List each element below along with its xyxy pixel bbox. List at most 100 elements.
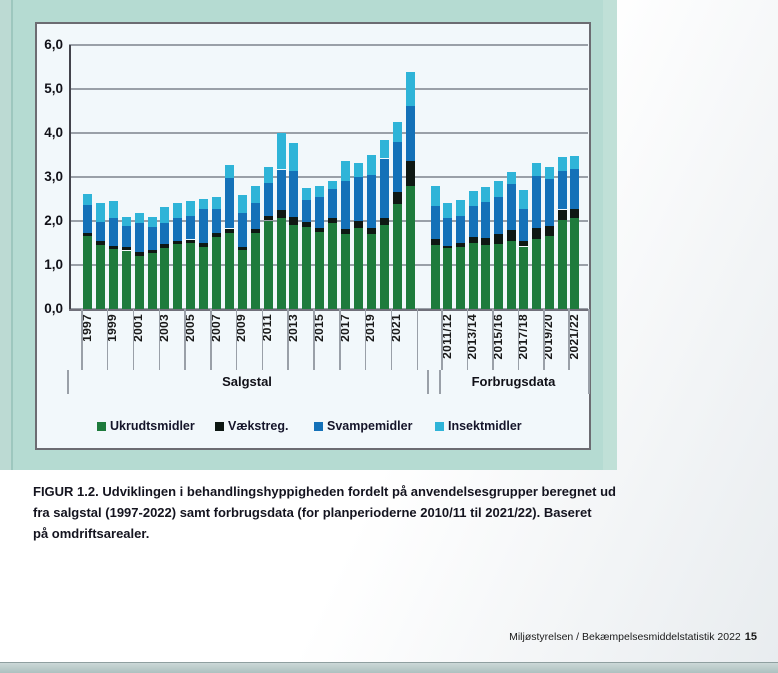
bar-segment-insektmidler [455,200,465,217]
gridline [69,132,588,134]
caption-figure-number: FIGUR 1.2. [33,484,99,499]
bar-segment-insektmidler [250,185,260,203]
bar-segment-ukrudtsmidler [379,225,389,309]
bar-segment-svampemidler [392,142,402,193]
bar-segment-insektmidler [160,207,170,224]
bar-segment-insektmidler [263,166,273,184]
bar-segment-vkstreg [302,221,312,227]
bar-segment-vkstreg [224,228,234,234]
bar-segment-ukrudtsmidler [328,223,338,309]
bar-segment-vkstreg [289,216,299,225]
bar-segment-svampemidler [557,170,567,210]
category-separator-line [517,309,520,370]
bar-segment-svampemidler [341,180,350,229]
category-separator-line [466,309,469,370]
y-axis-tick-label: 6,0 [44,37,63,52]
bar-segment-insektmidler [506,171,516,184]
bar-segment-insektmidler [532,162,542,177]
bar-segment-svampemidler [263,183,273,216]
footer-text: Miljøstyrelsen / Bekæmpelsesmiddelstatis… [509,631,741,643]
bar-segment-insektmidler [481,186,491,202]
legend-swatch-vaekstreg [215,422,224,431]
category-separator-line [313,309,315,370]
page-bottom-strip [0,662,778,673]
bar-segment-vkstreg [147,249,157,253]
bar-segment-svampemidler [379,158,389,218]
page-number: 15 [744,631,757,643]
category-separator-line [416,309,418,370]
category-separator-line [106,309,109,370]
bar-segment-ukrudtsmidler [121,250,131,309]
bar-segment-insektmidler [570,156,580,169]
legend-label-insektmidler: Insektmidler [448,419,522,433]
category-separator-line [210,309,212,370]
bar-segment-svampemidler [224,177,234,229]
bar-segment-svampemidler [173,218,183,242]
bar-segment-ukrudtsmidler [519,246,529,309]
category-separator-line [184,309,186,370]
bar-segment-insektmidler [108,200,118,219]
bar-segment-insektmidler [289,142,299,172]
bar-segment-ukrudtsmidler [276,218,286,309]
bar-segment-ukrudtsmidler [443,248,453,309]
bar-segment-insektmidler [302,188,312,200]
bar-segment-ukrudtsmidler [455,247,465,309]
bar-segment-ukrudtsmidler [250,233,260,309]
bar-segment-ukrudtsmidler [147,252,157,309]
bar-segment-vkstreg [134,251,144,257]
bar-segment-vkstreg [315,227,325,232]
bar-segment-insektmidler [557,156,567,171]
bar-segment-ukrudtsmidler [212,236,221,309]
bar-segment-svampemidler [212,209,221,234]
bar-segment-ukrudtsmidler [173,243,183,309]
bar-segment-vkstreg [557,209,567,220]
bar-segment-insektmidler [121,217,131,226]
category-separator-line [81,309,83,370]
bar-segment-ukrudtsmidler [186,242,196,309]
legend-label-ukrudtsmidler: Ukrudtsmidler [110,419,195,433]
bar-segment-ukrudtsmidler [108,249,118,309]
bar-segment-insektmidler [147,216,157,227]
bar-segment-ukrudtsmidler [532,238,542,309]
category-separator-line [158,309,160,370]
bar-segment-insektmidler [494,180,503,197]
bar-segment-svampemidler [455,216,465,244]
bar-segment-ukrudtsmidler [134,256,144,309]
bar-segment-ukrudtsmidler [405,185,415,309]
bar-segment-svampemidler [95,222,105,241]
bar-segment-vkstreg [430,238,440,246]
bar-segment-insektmidler [519,190,529,210]
bar-segment-vkstreg [443,245,453,249]
bar-segment-ukrudtsmidler [468,243,478,309]
bar-segment-vkstreg [186,239,196,243]
bar-segment-svampemidler [250,203,260,230]
bar-segment-vkstreg [405,160,415,186]
category-separator-line [364,309,367,370]
bar-segment-vkstreg [353,221,363,228]
bar-segment-svampemidler [506,183,516,231]
bar-segment-vkstreg [341,228,350,235]
bar-segment-vkstreg [506,230,516,242]
bar-segment-ukrudtsmidler [570,217,580,309]
bar-segment-svampemidler [83,205,92,233]
y-axis-tick-label: 4,0 [44,125,63,140]
bar-segment-svampemidler [315,196,325,228]
bar-segment-ukrudtsmidler [199,246,209,309]
caption-line-1: FIGUR 1.2. Udviklingen i behandlingshypp… [33,481,618,502]
section-boundary-line [439,370,441,394]
bar-segment-svampemidler [405,105,415,161]
bar-segment-insektmidler [443,203,453,218]
bar-segment-vkstreg [95,240,105,246]
category-separator-line [441,309,443,370]
bar-segment-vkstreg [481,237,491,246]
bar-segment-vkstreg [468,237,478,243]
figure-background: 6,0 5,0 4,0 3,0 2,0 1,0 0,0 1997 1999 2001 2003 200… [0,0,617,470]
category-separator-line [390,309,393,370]
bar-segment-insektmidler [315,186,325,197]
legend-swatch-ukrudtsmidler [97,422,106,431]
section-label-salgstal: Salgstal [222,374,272,389]
category-separator-line [339,309,341,370]
bar-segment-ukrudtsmidler [481,245,491,309]
bar-segment-insektmidler [328,180,338,190]
bar-segment-vkstreg [494,234,503,244]
